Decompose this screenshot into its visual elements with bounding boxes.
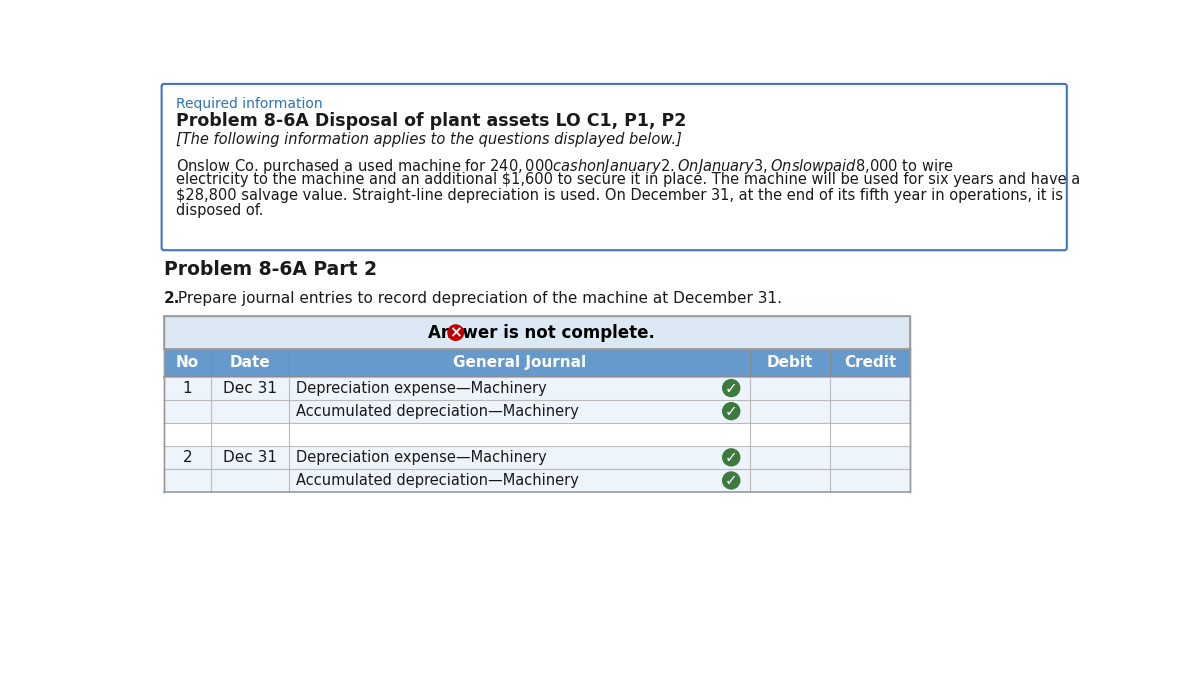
Circle shape bbox=[722, 379, 739, 396]
Text: Onslow Co. purchased a used machine for $240,000 cash on January 2. On January 3: Onslow Co. purchased a used machine for … bbox=[176, 157, 954, 176]
Text: ✓: ✓ bbox=[725, 404, 738, 419]
Text: Debit: Debit bbox=[767, 355, 814, 370]
Text: General Journal: General Journal bbox=[454, 355, 586, 370]
Text: Dec 31: Dec 31 bbox=[223, 381, 277, 396]
Text: Depreciation expense—Machinery: Depreciation expense—Machinery bbox=[295, 450, 546, 465]
Text: Date: Date bbox=[229, 355, 270, 370]
Text: Problem 8-6A Disposal of plant assets LO C1, P1, P2: Problem 8-6A Disposal of plant assets LO… bbox=[176, 112, 686, 131]
Circle shape bbox=[722, 449, 739, 466]
FancyBboxPatch shape bbox=[164, 446, 911, 469]
Text: 2.: 2. bbox=[164, 291, 180, 306]
Text: Credit: Credit bbox=[845, 355, 896, 370]
Text: Prepare journal entries to record depreciation of the machine at December 31.: Prepare journal entries to record deprec… bbox=[173, 291, 782, 306]
Text: Required information: Required information bbox=[176, 97, 323, 111]
Text: $28,800 salvage value. Straight-line depreciation is used. On December 31, at th: $28,800 salvage value. Straight-line dep… bbox=[176, 188, 1063, 203]
FancyBboxPatch shape bbox=[164, 469, 911, 492]
Text: Dec 31: Dec 31 bbox=[223, 450, 277, 465]
Circle shape bbox=[722, 472, 739, 489]
Text: [The following information applies to the questions displayed below.]: [The following information applies to th… bbox=[176, 133, 683, 148]
Text: electricity to the machine and an additional $1,600 to secure it in place. The m: electricity to the machine and an additi… bbox=[176, 173, 1080, 188]
FancyBboxPatch shape bbox=[164, 400, 911, 423]
FancyBboxPatch shape bbox=[162, 84, 1067, 250]
Circle shape bbox=[448, 325, 463, 340]
Text: 2: 2 bbox=[182, 450, 192, 465]
FancyBboxPatch shape bbox=[164, 377, 911, 400]
Text: 1: 1 bbox=[182, 381, 192, 396]
Text: ✓: ✓ bbox=[725, 473, 738, 488]
Text: Depreciation expense—Machinery: Depreciation expense—Machinery bbox=[295, 381, 546, 396]
Text: No: No bbox=[176, 355, 199, 370]
FancyBboxPatch shape bbox=[164, 316, 911, 349]
Text: ×: × bbox=[449, 325, 462, 340]
Text: Accumulated depreciation—Machinery: Accumulated depreciation—Machinery bbox=[295, 404, 578, 419]
Text: ✓: ✓ bbox=[725, 450, 738, 465]
Circle shape bbox=[722, 403, 739, 420]
Text: Problem 8-6A Part 2: Problem 8-6A Part 2 bbox=[164, 260, 377, 279]
Text: Answer is not complete.: Answer is not complete. bbox=[427, 324, 654, 341]
Text: ✓: ✓ bbox=[725, 381, 738, 396]
Text: Accumulated depreciation—Machinery: Accumulated depreciation—Machinery bbox=[295, 473, 578, 488]
FancyBboxPatch shape bbox=[164, 423, 911, 446]
Text: disposed of.: disposed of. bbox=[176, 203, 264, 218]
FancyBboxPatch shape bbox=[164, 349, 911, 377]
